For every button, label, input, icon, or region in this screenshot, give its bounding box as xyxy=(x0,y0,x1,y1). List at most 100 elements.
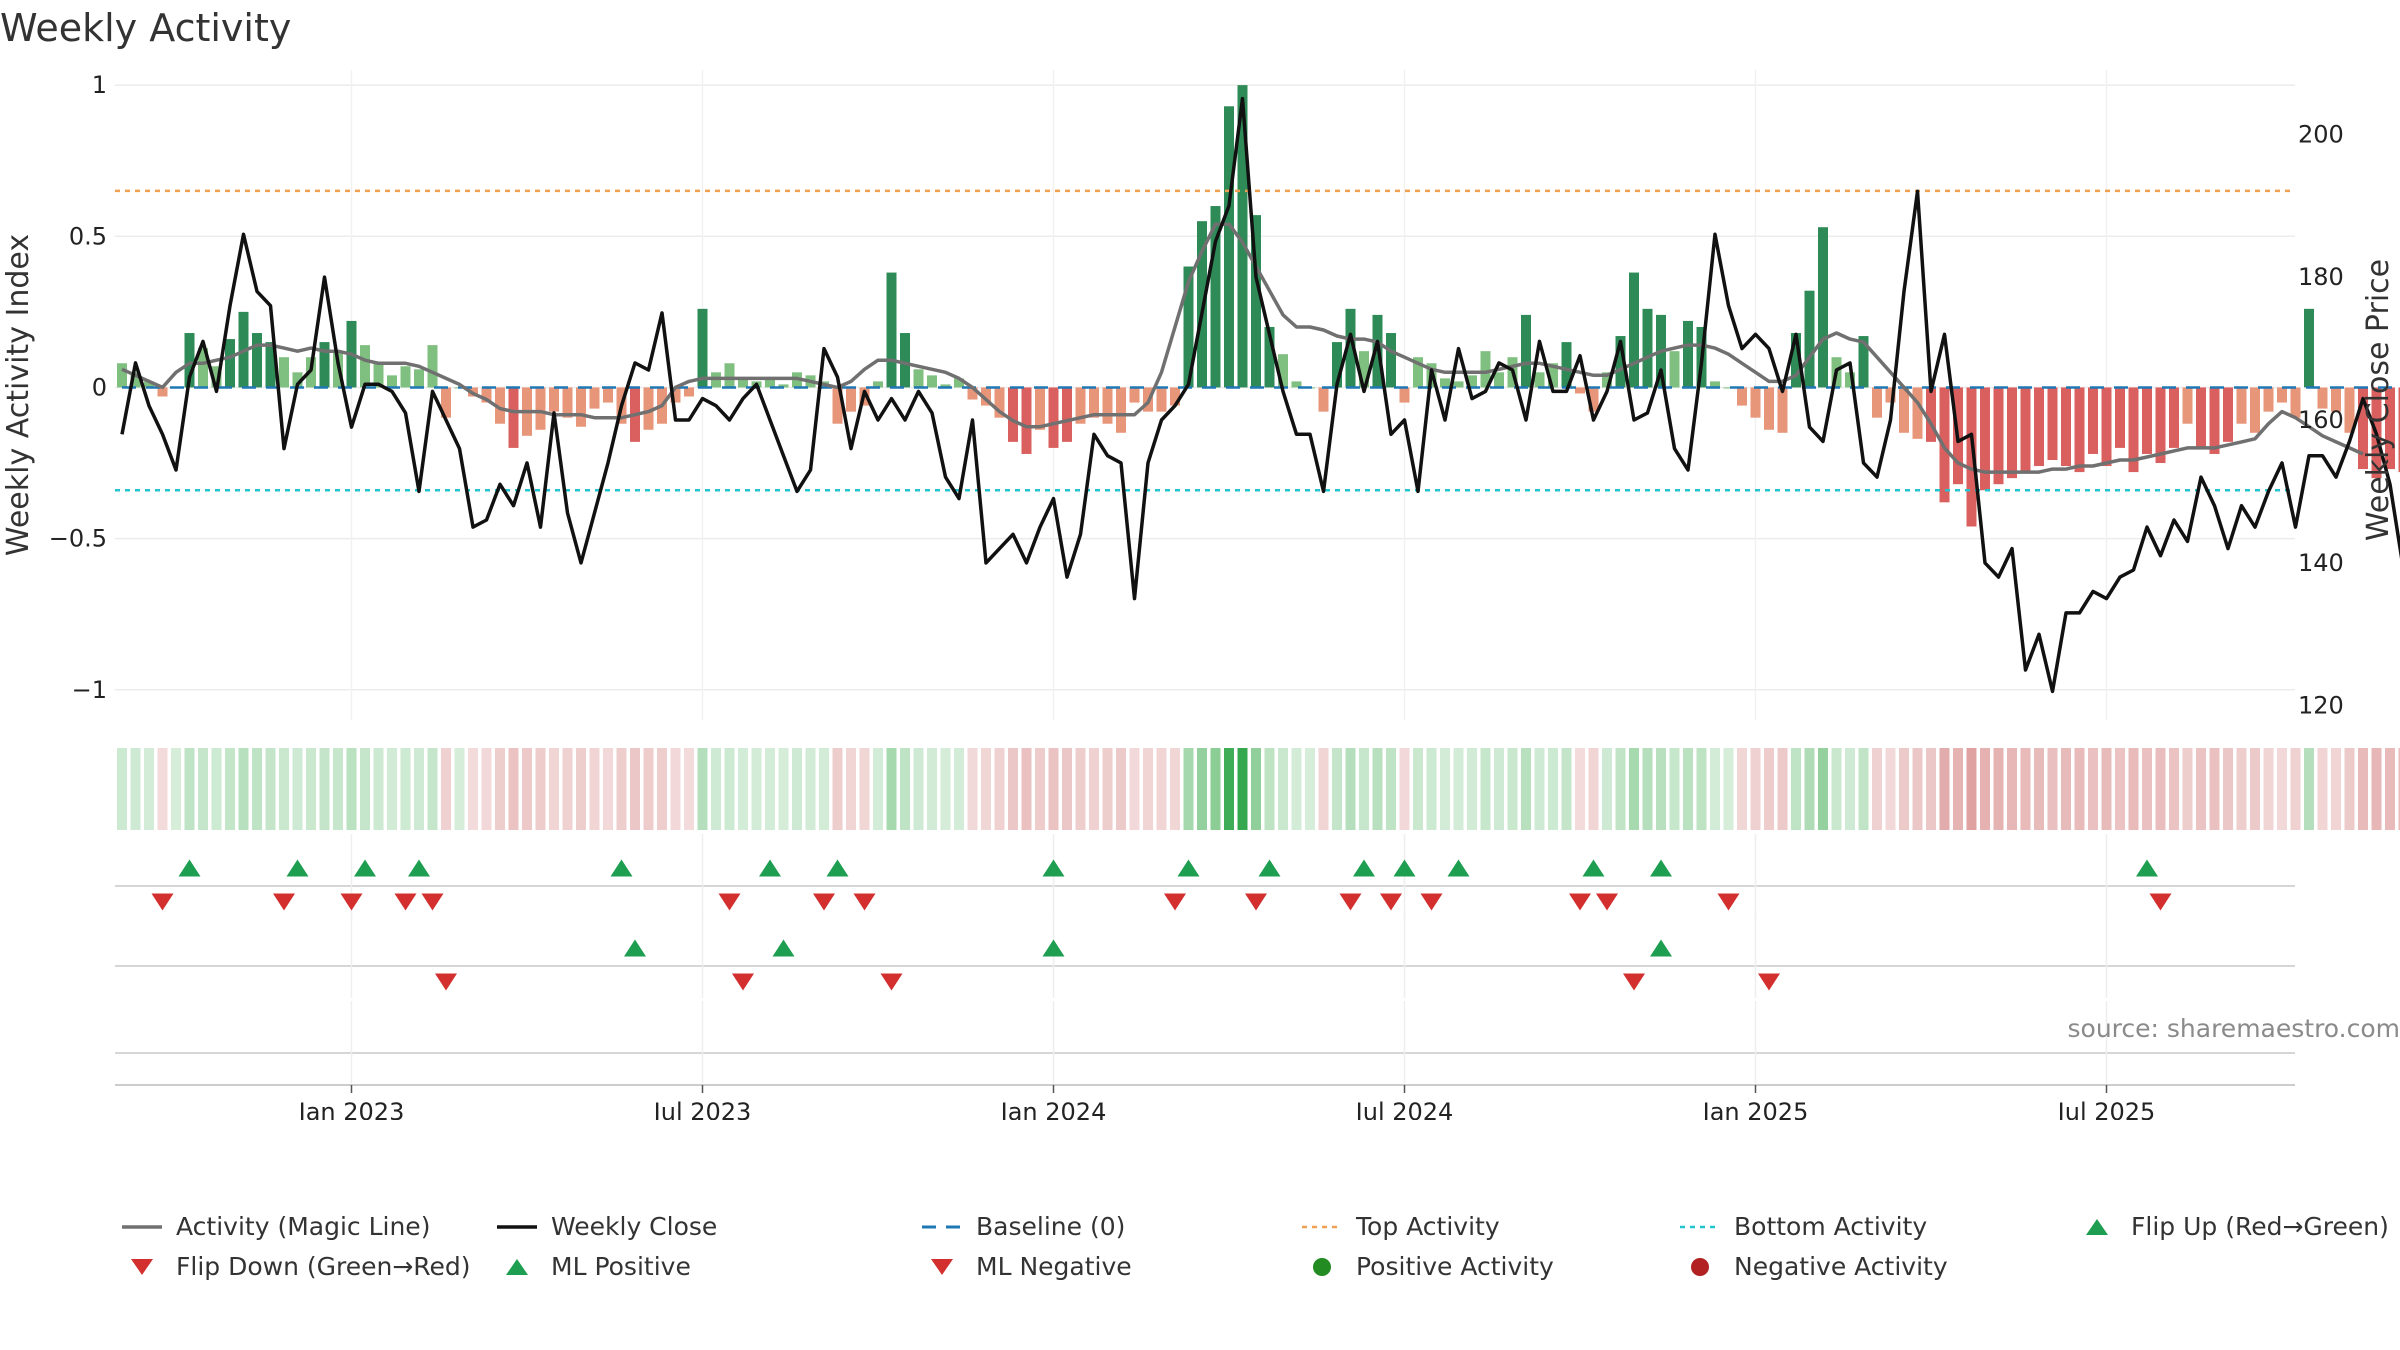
x-axis: Jan 2023 Jul 2023 Jan 2024 Jul 2024 Jan 2025… xyxy=(115,1084,2295,1120)
mood-cell xyxy=(1561,748,1572,830)
flip-row-down-marker xyxy=(273,893,295,911)
mood-cell xyxy=(1291,748,1302,830)
activity-bar xyxy=(562,387,573,418)
activity-bar xyxy=(1575,387,1585,394)
mood-cell xyxy=(414,748,424,830)
mood-cell xyxy=(1669,748,1680,830)
mood-cell xyxy=(1980,748,1990,830)
legend-label: Top Activity xyxy=(1356,1212,1500,1241)
activity-bar xyxy=(1008,387,1018,442)
activity-bar xyxy=(1966,387,1977,527)
mood-cell xyxy=(2088,748,2098,830)
mood-cell xyxy=(2358,748,2368,830)
activity-bar xyxy=(994,387,1005,418)
activity-bar xyxy=(778,384,789,388)
mood-cell xyxy=(1656,748,1666,830)
mood-cell xyxy=(2304,748,2314,830)
activity-bar xyxy=(1804,290,1815,388)
activity-bar xyxy=(1845,372,1855,388)
activity-bar xyxy=(2047,387,2058,460)
activity-bar xyxy=(265,342,276,388)
mood-cell xyxy=(1048,748,1059,830)
mood-cell xyxy=(1102,748,1113,830)
mood-cell xyxy=(535,748,546,830)
activity-bar xyxy=(1723,387,1734,389)
mood-cell xyxy=(2317,748,2328,830)
mood-cell xyxy=(630,748,640,830)
mood-cell xyxy=(1264,748,1275,830)
mood-cell xyxy=(1089,748,1099,830)
activity-bar xyxy=(2385,387,2395,470)
activity-bar xyxy=(225,339,235,388)
mood-cell xyxy=(1021,748,1032,830)
mood-cell xyxy=(2398,748,2400,830)
mood-cell xyxy=(157,748,168,830)
mood-cell xyxy=(265,748,276,830)
y-right-tick-label: 200 xyxy=(2298,120,2344,148)
ml-row-up-marker xyxy=(624,939,646,957)
legend-item-mlneg: ML Negative xyxy=(920,1252,1132,1281)
activity-bar xyxy=(1075,387,1086,424)
mood-cell xyxy=(225,748,235,830)
mood-cell xyxy=(738,748,748,830)
activity-bar xyxy=(1359,351,1369,388)
y-left-tick-label: 1 xyxy=(92,71,107,99)
activity-bar xyxy=(1021,387,1032,454)
mood-cell xyxy=(211,748,222,830)
activity-bar xyxy=(2007,387,2017,479)
activity-bar xyxy=(1399,387,1410,403)
activity-bar xyxy=(1899,387,1909,433)
legend-swatch xyxy=(1680,1225,1720,1228)
mood-cell xyxy=(1372,748,1383,830)
activity-bar xyxy=(1737,387,1747,406)
activity-bar xyxy=(211,366,222,388)
flip-row-up-marker xyxy=(1042,859,1065,877)
mood-cell xyxy=(1318,748,1329,830)
activity-bar xyxy=(1561,342,1572,388)
legend-swatch xyxy=(506,1258,528,1275)
weekly-close-line xyxy=(120,96,2400,694)
activity-bar xyxy=(1602,372,1612,388)
mood-cell xyxy=(1440,748,1450,830)
legend-swatch xyxy=(497,1224,537,1229)
mood-cell xyxy=(1507,748,1518,830)
activity-bar xyxy=(1521,314,1531,388)
y-left-axis-title: Weekly Activity Index xyxy=(1,234,36,556)
activity-bar xyxy=(2344,387,2355,433)
flip-row-down-marker xyxy=(813,893,835,911)
mood-cell xyxy=(1332,748,1342,830)
activity-bar xyxy=(832,387,843,424)
mood-cell xyxy=(1143,748,1153,830)
flip-row-up-marker xyxy=(178,859,201,877)
activity-bar xyxy=(292,372,303,388)
ml-row-up-marker xyxy=(1650,939,1672,957)
activity-bar xyxy=(1062,387,1072,442)
mood-cell xyxy=(184,748,195,830)
x-tick-label: Jan 2024 xyxy=(999,1098,1107,1120)
mood-cell xyxy=(1494,748,1504,830)
mood-cell xyxy=(1224,748,1234,830)
activity-bar xyxy=(1183,266,1194,388)
mood-cell xyxy=(1872,748,1882,830)
flip-row-down-marker xyxy=(394,893,417,911)
activity-bar xyxy=(1683,320,1693,388)
activity-bar xyxy=(2169,387,2179,448)
activity-bar xyxy=(1156,387,1167,412)
flip-row-down-marker xyxy=(2149,893,2172,911)
mood-cell xyxy=(2196,748,2206,830)
activity-bar xyxy=(1440,378,1450,388)
activity-bar xyxy=(1386,333,1396,388)
activity-bar xyxy=(643,387,654,430)
legend-item-magic: Activity (Magic Line) xyxy=(120,1212,430,1241)
mood-cell xyxy=(522,748,532,830)
mood-cell xyxy=(1129,748,1140,830)
legend-item-flipdown: Flip Down (Green→Red) xyxy=(120,1252,471,1281)
activity-bar xyxy=(400,366,411,388)
mood-cell xyxy=(2371,748,2382,830)
mood-cell xyxy=(1642,748,1653,830)
mood-cell xyxy=(886,748,897,830)
mood-cell xyxy=(117,748,127,830)
mood-cell xyxy=(994,748,1005,830)
mood-cell xyxy=(1804,748,1815,830)
activity-bar xyxy=(373,363,384,388)
